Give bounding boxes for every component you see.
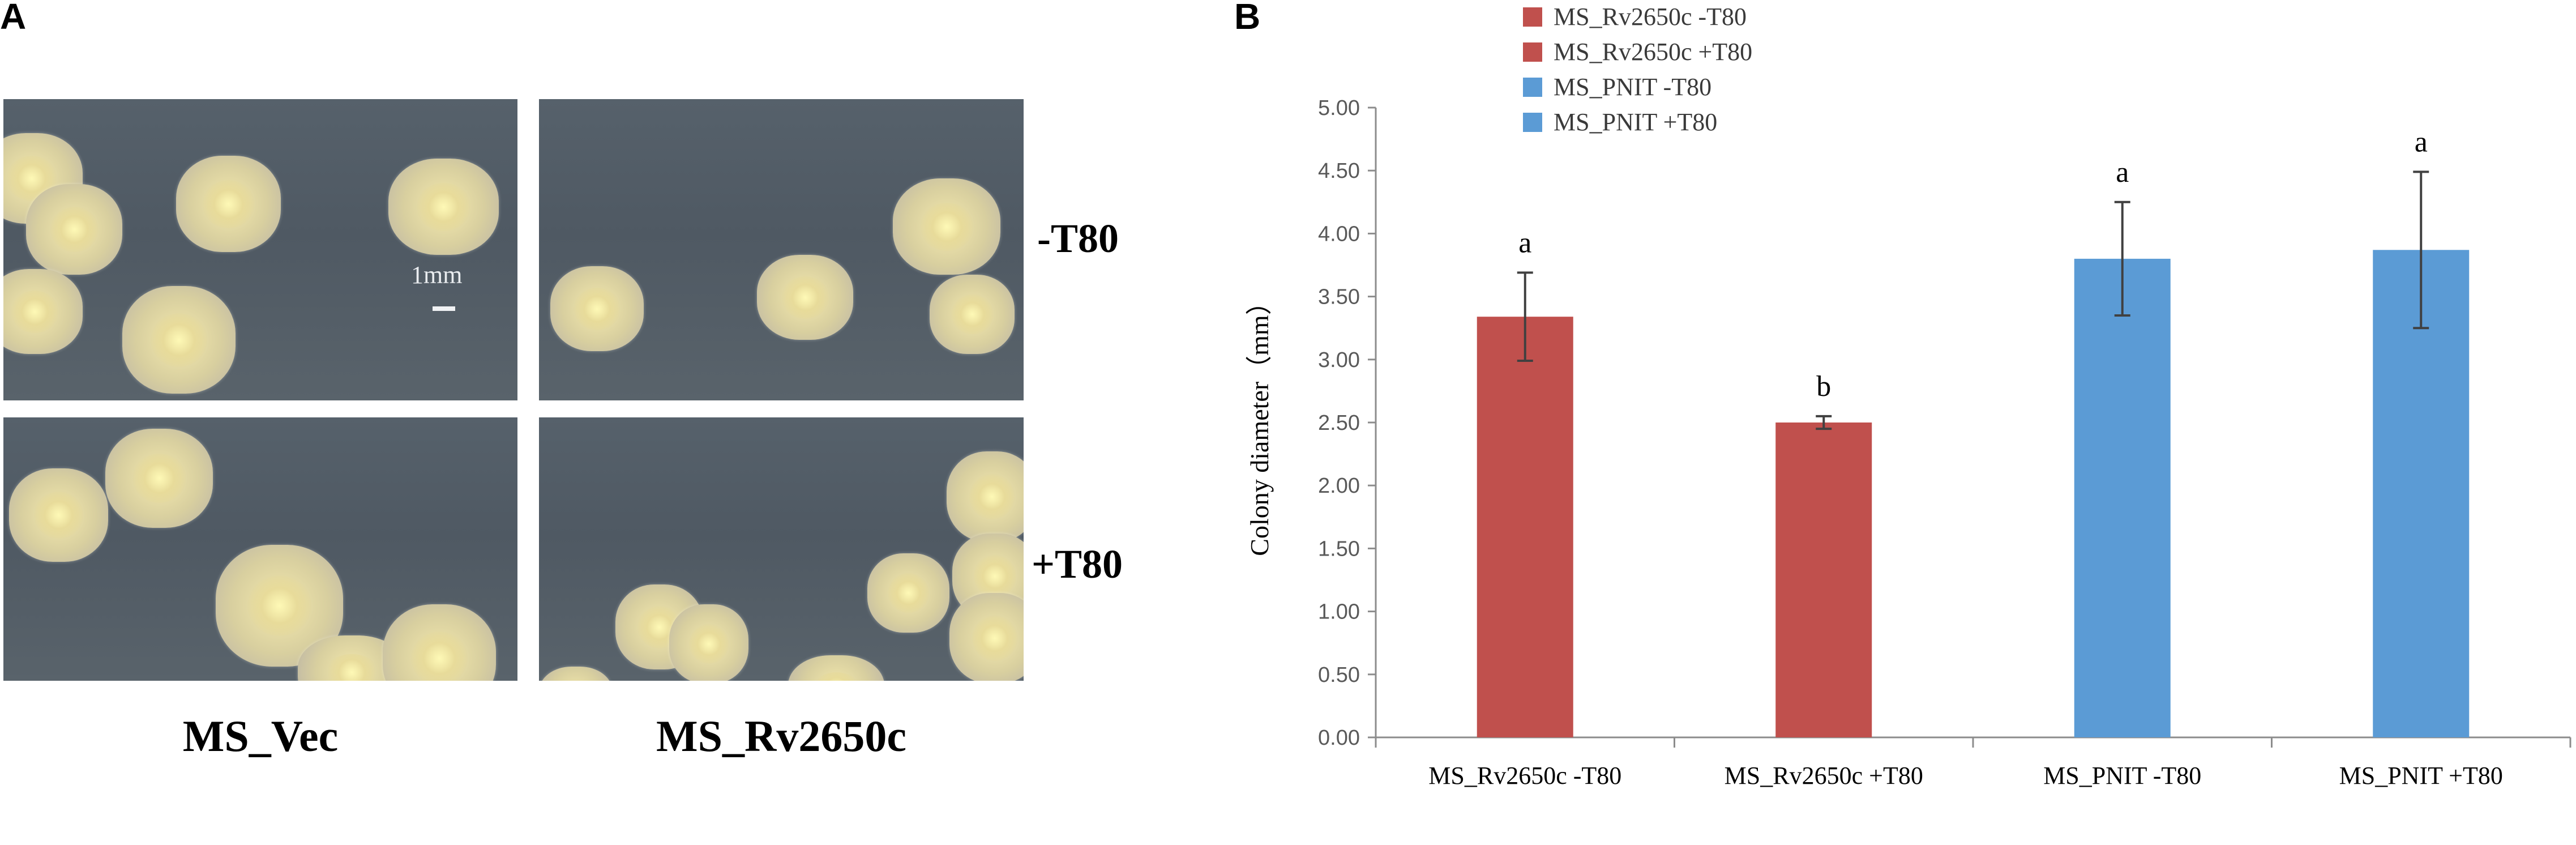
colony xyxy=(383,604,496,681)
colony xyxy=(669,604,748,681)
legend-item-ms-pnit-minus-t80: MS_PNIT -T80 xyxy=(1523,72,1711,101)
y-tick-label: 5.00 xyxy=(1318,96,1360,120)
colony xyxy=(788,655,884,681)
plate-ms-vec-minus-t80: 1mm xyxy=(3,99,517,400)
legend-swatch xyxy=(1523,42,1542,62)
legend-label: MS_PNIT -T80 xyxy=(1554,73,1712,101)
x-tick-label: MS_PNIT -T80 xyxy=(2043,762,2201,789)
y-tick-label: 0.50 xyxy=(1318,663,1360,687)
colony xyxy=(947,451,1024,542)
colony xyxy=(176,156,281,252)
legend-item-ms-pnit-plus-t80: MS_PNIT +T80 xyxy=(1523,108,1717,136)
y-tick-label: 2.00 xyxy=(1318,474,1360,498)
plate-ms-vec-plus-t80 xyxy=(3,417,517,681)
bar xyxy=(2074,258,2171,737)
bar xyxy=(1775,422,1872,737)
y-tick-label: 3.00 xyxy=(1318,348,1360,372)
significance-label: b xyxy=(1816,370,1831,403)
legend-label: MS_Rv2650c -T80 xyxy=(1554,3,1747,31)
row-label-plus-t80: +T80 xyxy=(1032,541,1123,587)
scale-bar xyxy=(433,306,455,311)
colony xyxy=(893,178,1000,275)
significance-label: a xyxy=(2415,126,2428,158)
y-tick-label: 3.50 xyxy=(1318,285,1360,309)
x-tick-label: MS_Rv2650c -T80 xyxy=(1428,762,1621,789)
scale-bar-label: 1mm xyxy=(411,261,463,289)
y-tick-label: 2.50 xyxy=(1318,411,1360,435)
significance-label: a xyxy=(1518,227,1531,259)
colony xyxy=(388,159,499,255)
panel-b-letter: B xyxy=(1234,0,1261,37)
colony xyxy=(930,275,1015,354)
y-tick-label: 0.00 xyxy=(1318,726,1360,750)
colony xyxy=(757,255,853,340)
column-label-ms-vec: MS_Vec xyxy=(182,711,339,761)
legend-swatch xyxy=(1523,77,1542,97)
chart-legend: MS_Rv2650c -T80 MS_Rv2650c +T80 MS_PNIT … xyxy=(1523,0,1976,142)
column-label-ms-rv2650c: MS_Rv2650c xyxy=(656,711,906,761)
colony xyxy=(949,593,1024,681)
y-axis-label: Colony diameter（mm） xyxy=(1245,289,1274,556)
plate-ms-rv2650c-minus-t80 xyxy=(539,99,1024,400)
colony xyxy=(122,286,236,394)
panel-a-letter: A xyxy=(0,0,27,37)
legend-label: MS_PNIT +T80 xyxy=(1554,108,1718,136)
bar xyxy=(1477,317,1573,737)
colony xyxy=(867,553,949,633)
legend-item-ms-rv2650c-minus-t80: MS_Rv2650c -T80 xyxy=(1523,2,1747,31)
legend-swatch xyxy=(1523,7,1542,27)
x-tick-label: MS_PNIT +T80 xyxy=(2339,762,2503,789)
legend-item-ms-rv2650c-plus-t80: MS_Rv2650c +T80 xyxy=(1523,37,1752,66)
bar xyxy=(2373,250,2470,737)
y-tick-label: 1.50 xyxy=(1318,537,1360,561)
legend-label: MS_Rv2650c +T80 xyxy=(1554,38,1753,66)
significance-label: a xyxy=(2116,156,2129,189)
y-tick-label: 1.00 xyxy=(1318,600,1360,624)
y-tick-label: 4.00 xyxy=(1318,222,1360,246)
x-tick-label: MS_Rv2650c +T80 xyxy=(1725,762,1923,789)
colony xyxy=(9,468,108,562)
y-tick-label: 4.50 xyxy=(1318,159,1360,183)
colony xyxy=(26,184,122,275)
plate-ms-rv2650c-plus-t80 xyxy=(539,417,1024,681)
legend-swatch xyxy=(1523,112,1542,132)
row-label-minus-t80: -T80 xyxy=(1037,216,1119,261)
colony xyxy=(105,429,213,528)
colony xyxy=(550,266,644,351)
colony xyxy=(3,269,83,354)
